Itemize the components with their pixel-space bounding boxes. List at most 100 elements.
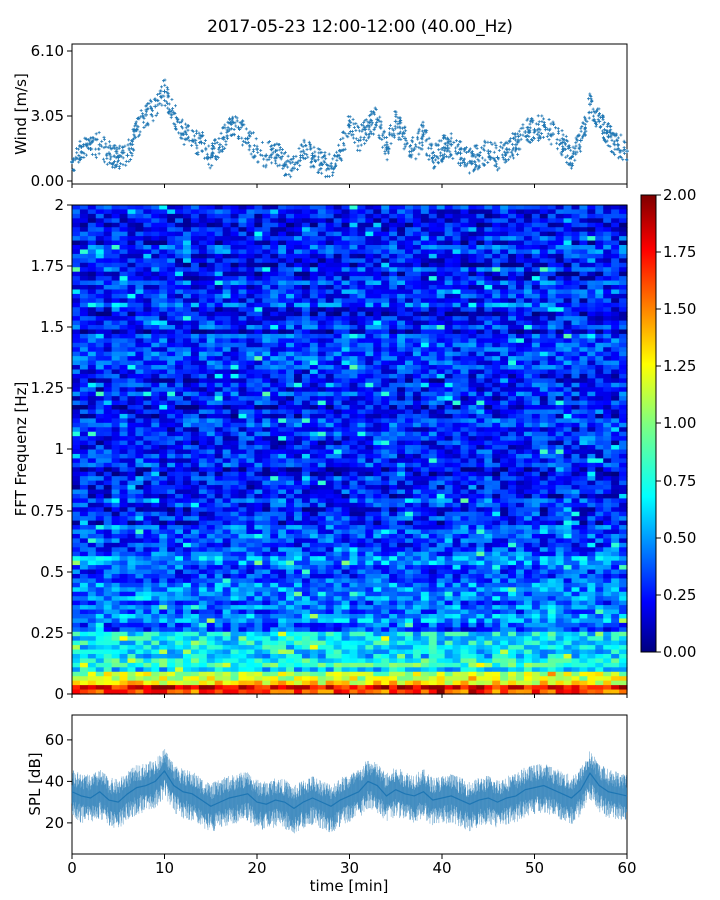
spectrogram-cell	[198, 360, 208, 366]
spectrogram-cell	[357, 271, 366, 277]
wind-sample	[313, 158, 317, 162]
spectrogram-cell	[444, 387, 454, 393]
spectrogram-cell	[270, 209, 279, 215]
spectrogram-cell	[190, 391, 200, 397]
spectrogram-cell	[230, 329, 240, 335]
spectrogram-cell	[206, 231, 216, 237]
spectrogram-cell	[246, 325, 255, 331]
spectrogram-cell	[151, 267, 160, 273]
wind-sample	[296, 161, 300, 165]
spectrogram-cell	[301, 302, 311, 308]
spectrogram-cell	[428, 333, 438, 339]
spectrogram-cell	[523, 373, 533, 379]
spectrogram-cell	[539, 209, 549, 215]
spectrogram-cell	[230, 409, 240, 415]
spectrogram-cell	[79, 338, 89, 344]
spectrogram-cell	[500, 209, 509, 215]
spectrogram-cell	[159, 413, 168, 419]
spectrogram-cell	[389, 298, 398, 304]
wind-sample	[134, 123, 138, 127]
spectrogram-cell	[301, 360, 311, 366]
spectrogram-cell	[190, 307, 200, 313]
spectrogram-cell	[587, 267, 596, 273]
spectrogram-cell	[317, 213, 327, 219]
spectrogram-cell	[523, 276, 533, 282]
spectrogram-cell	[72, 316, 81, 322]
spectrogram-cell	[222, 249, 232, 255]
wind-sample	[561, 133, 565, 137]
spectrogram-cell	[190, 236, 200, 242]
spectrogram-cell	[619, 289, 628, 295]
spectrogram-cell	[135, 249, 144, 255]
spectrogram-cell	[468, 245, 477, 251]
spectrogram-cell	[412, 311, 422, 317]
wind-sample	[166, 95, 170, 99]
spectrogram-cell	[508, 253, 517, 259]
spectrogram-cell	[301, 422, 311, 428]
spectrogram-cell	[405, 276, 414, 282]
spectrogram-cell	[254, 298, 263, 304]
spectrogram-cell	[547, 262, 557, 268]
spectrogram-cell	[246, 320, 255, 326]
spectrogram-cell	[444, 289, 454, 295]
wind-sample	[260, 154, 264, 158]
spectrogram-cell	[523, 351, 533, 357]
spectrogram-cell	[365, 227, 374, 233]
spectrogram-cell	[500, 298, 509, 304]
spectrogram-cell	[452, 418, 462, 424]
wind-sample	[400, 132, 404, 136]
spectrogram-cell	[72, 342, 81, 348]
spectrogram-cell	[571, 405, 581, 411]
spectrogram-cell	[246, 262, 255, 268]
wind-sample	[366, 136, 370, 140]
spectrogram-cell	[95, 325, 105, 331]
spectrogram-cell	[317, 360, 327, 366]
spectrogram-cell	[214, 422, 224, 428]
wind-sample	[134, 136, 138, 140]
spectrogram-cell	[175, 231, 184, 237]
spectrogram-cell	[460, 253, 470, 259]
spectrogram-cell	[198, 316, 208, 322]
spectrogram-cell	[595, 280, 604, 286]
spectrogram-cell	[508, 293, 517, 299]
spectrogram-cell	[436, 285, 446, 291]
wind-sample	[420, 136, 424, 140]
spectrogram-cell	[595, 267, 604, 273]
spectrogram-cell	[198, 396, 208, 402]
spectrogram-cell	[571, 218, 581, 224]
wind-sample	[585, 119, 589, 123]
spectrogram-cell	[190, 365, 200, 371]
spectrogram-cell	[428, 280, 438, 286]
spectrogram-cell	[539, 413, 549, 419]
wind-sample	[528, 140, 532, 144]
spectrogram-cell	[214, 342, 224, 348]
spectrogram-cell	[571, 320, 581, 326]
spectrogram-cell	[603, 307, 612, 313]
wind-sample	[528, 126, 532, 130]
spectrogram-cell	[95, 311, 105, 317]
spectrogram-cell	[238, 325, 248, 331]
spectrogram-cell	[405, 413, 414, 419]
spectrogram-cell	[603, 422, 612, 428]
spectrogram-cell	[333, 351, 343, 357]
spectrogram-cell	[365, 276, 374, 282]
wind-sample	[536, 136, 540, 140]
spectrogram-cell	[365, 382, 374, 388]
spectrogram-cell	[563, 316, 573, 322]
wind-sample	[294, 161, 298, 165]
spectrogram-cell	[198, 400, 208, 406]
spectrogram-cell	[262, 387, 271, 393]
spectrogram-cell	[278, 262, 287, 268]
spectrogram-cell	[452, 391, 462, 397]
spectrogram-cell	[539, 271, 549, 277]
spectrogram-cell	[500, 329, 509, 335]
spectrogram-cell	[309, 396, 319, 402]
wind-sample	[356, 148, 360, 152]
wind-sample	[170, 97, 174, 101]
spectrogram-cell	[500, 378, 509, 384]
spectrogram-cell	[294, 405, 303, 411]
spectrogram-cell	[246, 267, 255, 273]
spectrogram-cell	[436, 245, 446, 251]
wind-sample	[493, 141, 497, 145]
spectrogram-cell	[79, 333, 89, 339]
